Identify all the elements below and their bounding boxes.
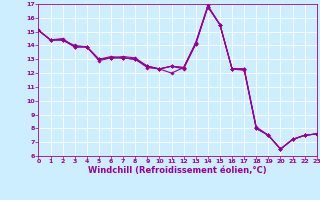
X-axis label: Windchill (Refroidissement éolien,°C): Windchill (Refroidissement éolien,°C)	[88, 166, 267, 175]
